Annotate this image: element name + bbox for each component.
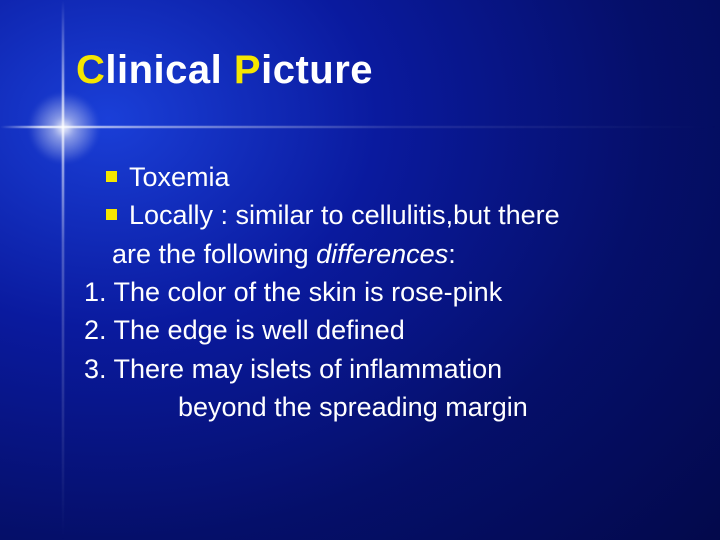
bullet-text: Toxemia	[129, 158, 670, 196]
bullet-item: Toxemia	[106, 158, 670, 196]
numbered-line-2: 2. The edge is well defined	[84, 311, 670, 349]
lens-flare-horizontal	[0, 126, 720, 128]
square-bullet-icon	[106, 209, 117, 220]
slide: Clinical Picture Toxemia Locally : simil…	[0, 0, 720, 540]
title-part-1: linical	[105, 48, 234, 92]
title-part-2: icture	[261, 48, 373, 92]
numbered-line-1: 1. The color of the skin is rose-pink	[84, 273, 670, 311]
body-line-wrap: are the following differences:	[112, 235, 670, 273]
square-bullet-icon	[106, 171, 117, 182]
numbered-line-3: 3. There may islets of inflammation	[84, 350, 670, 388]
title-accent-1: C	[76, 48, 105, 92]
title-accent-2: P	[234, 48, 261, 92]
slide-title: Clinical Picture	[76, 48, 373, 93]
wrap-italic: differences	[316, 239, 448, 269]
bullet-text: Locally : similar to cellulitis,but ther…	[129, 196, 670, 234]
wrap-prefix: are the following	[112, 239, 316, 269]
bullet-item: Locally : similar to cellulitis,but ther…	[106, 196, 670, 234]
slide-body: Toxemia Locally : similar to cellulitis,…	[78, 158, 670, 426]
lens-flare-vertical	[62, 0, 64, 540]
wrap-suffix: :	[448, 239, 456, 269]
numbered-line-3-cont: beyond the spreading margin	[178, 388, 670, 426]
